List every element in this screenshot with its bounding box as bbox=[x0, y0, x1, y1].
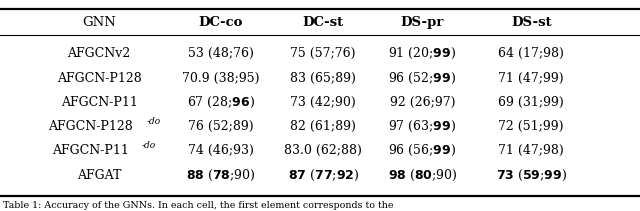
Text: 71 (47;98): 71 (47;98) bbox=[499, 144, 564, 157]
Text: 67 (28;$\mathbf{96}$): 67 (28;$\mathbf{96}$) bbox=[187, 95, 255, 110]
Text: -do: -do bbox=[141, 141, 156, 150]
Text: AFGCN-P128: AFGCN-P128 bbox=[48, 120, 132, 133]
Text: $\mathbf{98}$ ($\mathbf{80}$;90): $\mathbf{98}$ ($\mathbf{80}$;90) bbox=[388, 168, 457, 183]
Text: AFGCNv2: AFGCNv2 bbox=[68, 47, 131, 60]
Text: 96 (52;$\mathbf{99}$): 96 (52;$\mathbf{99}$) bbox=[388, 70, 456, 86]
Text: 69 (31;99): 69 (31;99) bbox=[499, 96, 564, 109]
Text: $\mathbf{87}$ ($\mathbf{77}$;$\mathbf{92}$): $\mathbf{87}$ ($\mathbf{77}$;$\mathbf{92… bbox=[287, 168, 359, 183]
Text: 73 (42;90): 73 (42;90) bbox=[291, 96, 356, 109]
Text: 97 (63;$\mathbf{99}$): 97 (63;$\mathbf{99}$) bbox=[388, 119, 456, 134]
Text: AFGCN-P11: AFGCN-P11 bbox=[52, 144, 129, 157]
Text: DC-co: DC-co bbox=[198, 16, 243, 29]
Text: 53 (48;76): 53 (48;76) bbox=[188, 47, 253, 60]
Text: -do: -do bbox=[147, 117, 161, 126]
Text: DC-st: DC-st bbox=[303, 16, 344, 29]
Text: AFGAT: AFGAT bbox=[77, 169, 122, 182]
Text: 74 (46;93): 74 (46;93) bbox=[188, 144, 253, 157]
Text: 71 (47;99): 71 (47;99) bbox=[499, 72, 564, 85]
Text: 75 (57;76): 75 (57;76) bbox=[291, 47, 356, 60]
Text: $\mathbf{73}$ ($\mathbf{59}$;$\mathbf{99}$): $\mathbf{73}$ ($\mathbf{59}$;$\mathbf{99… bbox=[495, 168, 567, 183]
Text: 82 (61;89): 82 (61;89) bbox=[291, 120, 356, 133]
Text: 91 (20;$\mathbf{99}$): 91 (20;$\mathbf{99}$) bbox=[388, 46, 456, 61]
Text: 76 (52;89): 76 (52;89) bbox=[188, 120, 253, 133]
Text: 64 (17;98): 64 (17;98) bbox=[499, 47, 564, 60]
Text: 70.9 (38;95): 70.9 (38;95) bbox=[182, 72, 260, 85]
Text: Table 1: Accuracy of the GNNs. In each cell, the first element corresponds to th: Table 1: Accuracy of the GNNs. In each c… bbox=[3, 201, 394, 210]
Text: 72 (51;99): 72 (51;99) bbox=[499, 120, 564, 133]
Text: 83 (65;89): 83 (65;89) bbox=[291, 72, 356, 85]
Text: AFGCN-P11: AFGCN-P11 bbox=[61, 96, 138, 109]
Text: 83.0 (62;88): 83.0 (62;88) bbox=[284, 144, 362, 157]
Text: 96 (56;$\mathbf{99}$): 96 (56;$\mathbf{99}$) bbox=[388, 143, 456, 158]
Text: AFGCN-P128: AFGCN-P128 bbox=[57, 72, 141, 85]
Text: DS-st: DS-st bbox=[511, 16, 552, 29]
Text: $\mathbf{88}$ ($\mathbf{78}$;90): $\mathbf{88}$ ($\mathbf{78}$;90) bbox=[186, 168, 255, 183]
Text: 92 (26;97): 92 (26;97) bbox=[390, 96, 455, 109]
Text: DS-pr: DS-pr bbox=[401, 16, 444, 29]
Text: GNN: GNN bbox=[83, 16, 116, 29]
